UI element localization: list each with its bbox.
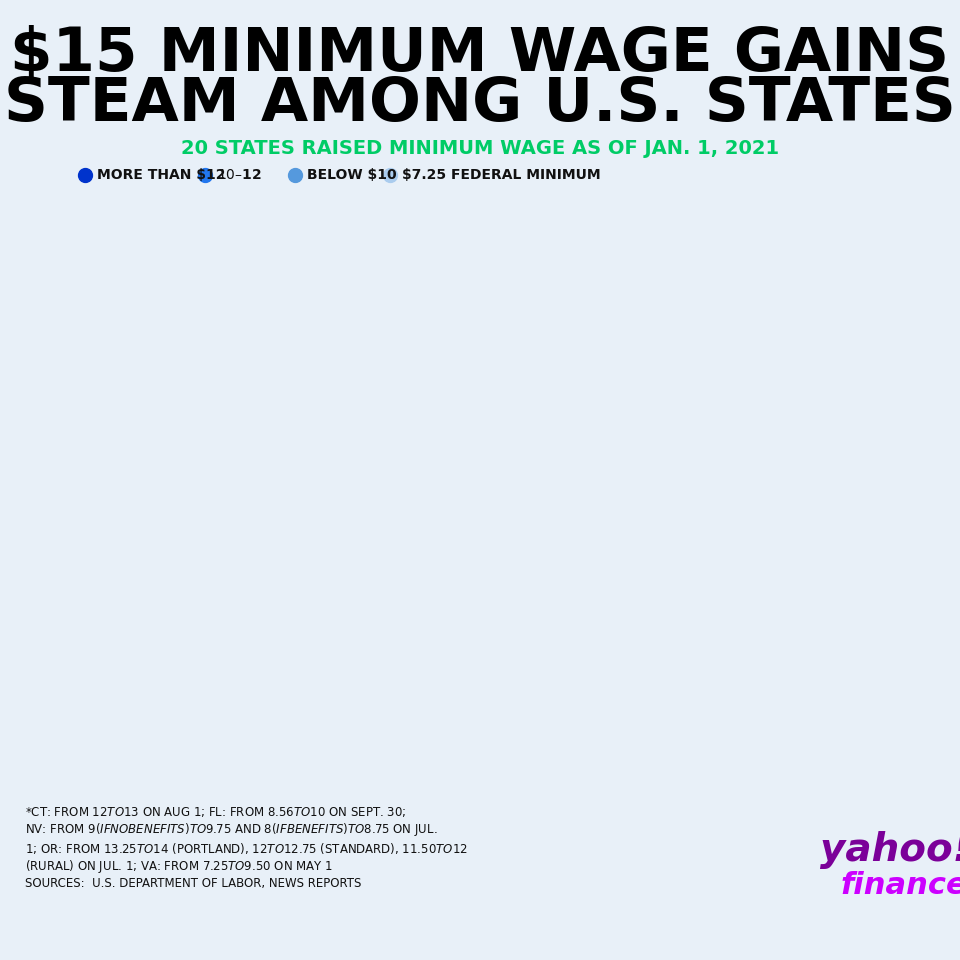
Text: $15 MINIMUM WAGE GAINS: $15 MINIMUM WAGE GAINS: [11, 26, 949, 84]
Text: yahoo!: yahoo!: [820, 831, 960, 869]
Text: 20 STATES RAISED MINIMUM WAGE AS OF JAN. 1, 2021: 20 STATES RAISED MINIMUM WAGE AS OF JAN.…: [180, 138, 780, 157]
Text: $10 – $12: $10 – $12: [217, 168, 262, 182]
Text: BELOW $10: BELOW $10: [307, 168, 396, 182]
Text: $7.25 FEDERAL MINIMUM: $7.25 FEDERAL MINIMUM: [402, 168, 601, 182]
Text: STEAM AMONG U.S. STATES: STEAM AMONG U.S. STATES: [4, 76, 956, 134]
Text: *CT: FROM $12 TO $13 ON AUG 1; FL: FROM $8.56 TO $10 ON SEPT. 30;
NV: FROM $9 (I: *CT: FROM $12 TO $13 ON AUG 1; FL: FROM …: [25, 805, 468, 890]
Text: finance: finance: [840, 871, 960, 900]
Text: MORE THAN $12: MORE THAN $12: [97, 168, 226, 182]
